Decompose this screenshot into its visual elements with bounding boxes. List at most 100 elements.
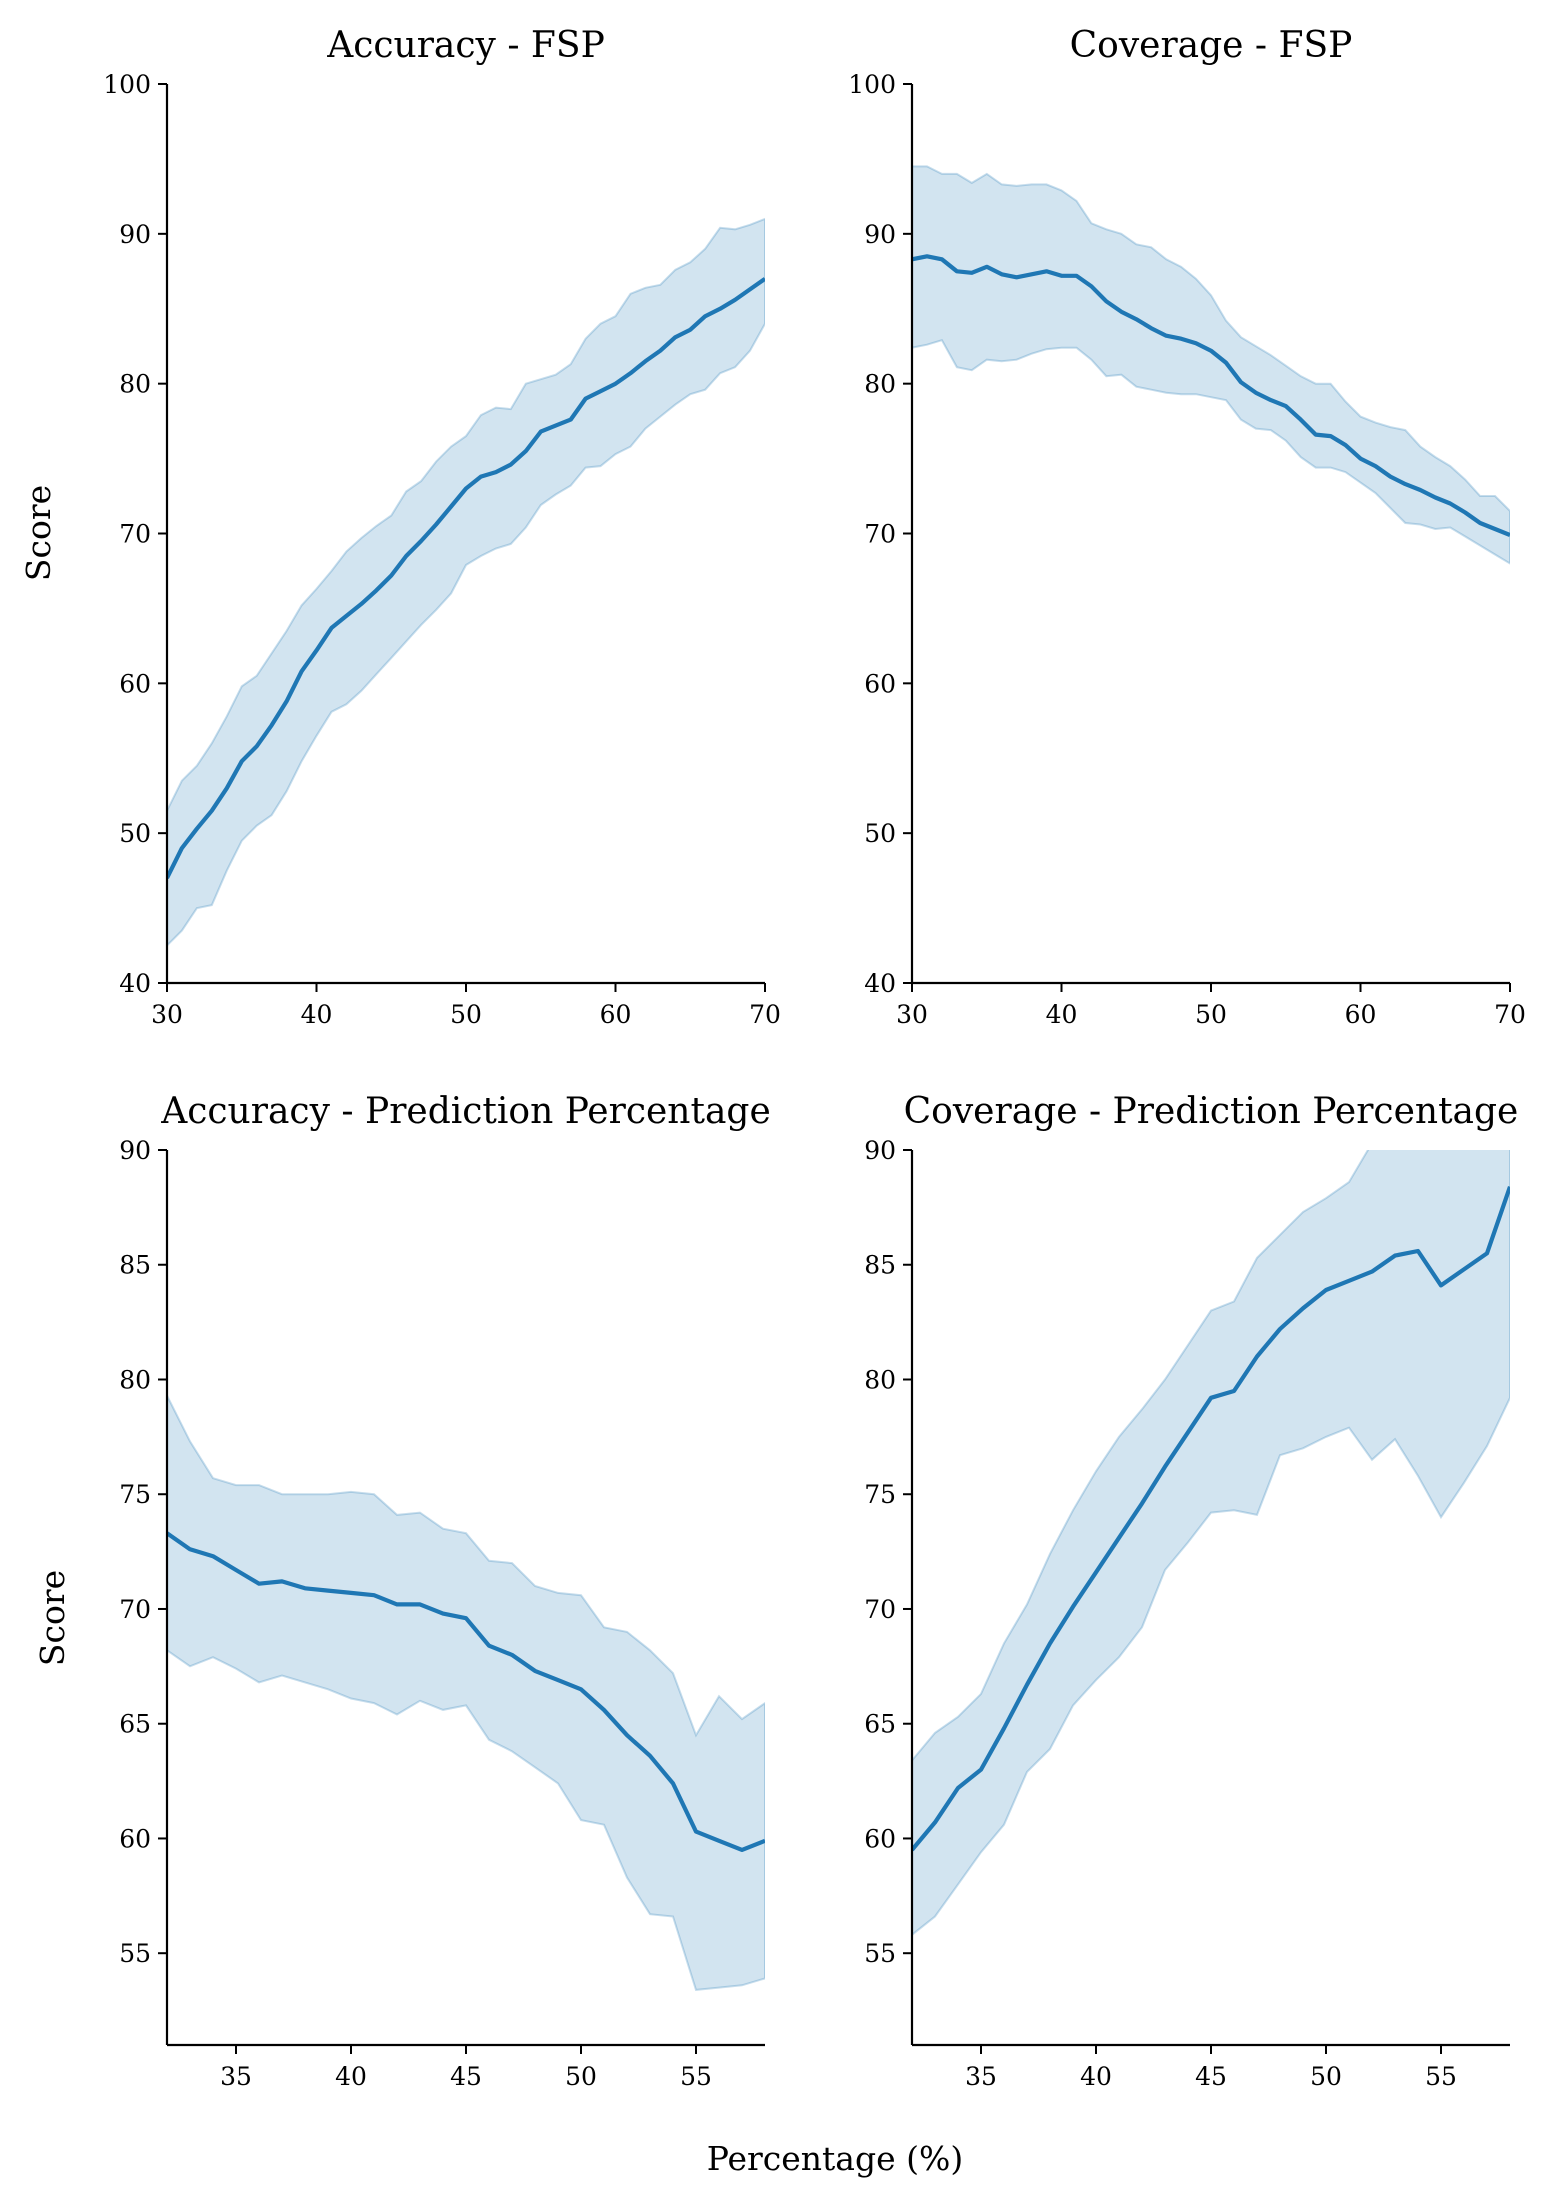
data-point — [763, 277, 767, 281]
y-tick-label: 50 — [119, 819, 151, 848]
y-tick-label: 80 — [119, 1365, 151, 1394]
y-axis-label: Score — [33, 1570, 72, 1666]
panel-accuracy-prediction-percentage: 35 40 45 50 55 55 60 65 70 75 80 85 90 Accuracy - Pre… — [33, 1091, 771, 2091]
y-tick-label: 65 — [864, 1710, 896, 1739]
y-tick-label: 70 — [119, 520, 151, 549]
y-tick-label: 90 — [119, 220, 151, 249]
data-point — [211, 1554, 215, 1558]
x-tick-label: 30 — [896, 1000, 928, 1029]
y-tick-label: 90 — [119, 1136, 151, 1165]
data-point — [188, 1547, 192, 1551]
data-point — [225, 786, 229, 790]
y-tick-label: 100 — [848, 70, 896, 99]
data-point — [658, 349, 662, 353]
data-point — [1179, 337, 1183, 341]
data-point — [1418, 488, 1422, 492]
data-point — [955, 269, 959, 273]
data-point — [1299, 418, 1303, 422]
data-point — [1104, 299, 1108, 303]
data-point — [1403, 482, 1407, 486]
data-point — [1209, 1396, 1213, 1400]
chart-title: Accuracy - Prediction Percentage — [160, 1091, 771, 1132]
x-tick-label: 40 — [1046, 1000, 1078, 1029]
data-point — [210, 809, 214, 813]
y-tick-label: 60 — [864, 669, 896, 698]
data-point — [1163, 1465, 1167, 1469]
data-point — [1508, 533, 1512, 537]
data-point — [1119, 310, 1123, 314]
chart-title: Accuracy - FSP — [326, 25, 605, 66]
data-point — [694, 1830, 698, 1834]
data-point — [556, 1678, 560, 1682]
y-tick-label: 70 — [119, 1595, 151, 1624]
x-tick-label: 60 — [600, 1000, 632, 1029]
data-point — [464, 1616, 468, 1620]
confidence-band — [912, 165, 1510, 565]
data-point — [509, 463, 513, 467]
data-point — [395, 1602, 399, 1606]
y-tick-label: 50 — [864, 819, 896, 848]
data-point — [494, 470, 498, 474]
x-tick-label: 70 — [1494, 1000, 1526, 1029]
data-point — [418, 1602, 422, 1606]
data-point — [1269, 398, 1273, 402]
data-point — [1284, 404, 1288, 408]
data-point — [1209, 349, 1213, 353]
data-point — [671, 1781, 675, 1785]
mean-line — [912, 254, 1510, 537]
y-tick-label: 80 — [119, 370, 151, 399]
x-tick-label: 45 — [1195, 2062, 1227, 2091]
data-point — [1030, 272, 1034, 276]
y-tick-label: 100 — [103, 70, 151, 99]
data-point — [1347, 1279, 1351, 1283]
y-tick-label: 85 — [864, 1251, 896, 1280]
chart-title: Coverage - Prediction Percentage — [904, 1091, 1519, 1132]
data-point — [740, 1848, 744, 1852]
data-point — [1117, 1536, 1121, 1540]
data-point — [441, 1612, 445, 1616]
y-tick-label: 65 — [119, 1710, 151, 1739]
y-tick-label: 75 — [119, 1480, 151, 1509]
data-point — [1324, 1288, 1328, 1292]
data-point — [1278, 1327, 1282, 1331]
data-point — [510, 1653, 514, 1657]
data-point — [533, 1669, 537, 1673]
y-tick-label: 80 — [864, 1365, 896, 1394]
data-point — [1448, 502, 1452, 506]
x-tick-label: 50 — [565, 2062, 597, 2091]
data-point — [1463, 511, 1467, 515]
data-point — [1089, 284, 1093, 288]
y-tick-label: 90 — [864, 220, 896, 249]
data-point — [330, 626, 334, 630]
data-point — [487, 1644, 491, 1648]
confidence-band — [167, 217, 765, 947]
figure-x-axis-label: Percentage (%) — [707, 2139, 963, 2178]
data-point — [449, 505, 453, 509]
mean-line — [912, 1186, 1510, 1852]
data-point — [1002, 1726, 1006, 1730]
data-point — [372, 1593, 376, 1597]
data-point — [643, 359, 647, 363]
data-point — [1359, 457, 1363, 461]
x-tick-label: 50 — [1195, 1000, 1227, 1029]
y-tick-label: 60 — [864, 1824, 896, 1853]
data-point — [195, 827, 199, 831]
data-point — [1025, 1683, 1029, 1687]
x-tick-label: 40 — [301, 1000, 333, 1029]
x-tick-label: 50 — [1310, 2062, 1342, 2091]
data-point — [1164, 334, 1168, 338]
data-point — [419, 539, 423, 543]
data-point — [1255, 1355, 1259, 1359]
data-point — [703, 314, 707, 318]
data-point — [1329, 434, 1333, 438]
data-point — [569, 418, 573, 422]
data-point — [1416, 1249, 1420, 1253]
data-point — [255, 744, 259, 748]
data-point — [434, 523, 438, 527]
data-point — [374, 588, 378, 592]
y-tick-label: 70 — [864, 1595, 896, 1624]
y-tick-label: 40 — [119, 969, 151, 998]
data-point — [629, 371, 633, 375]
data-point — [1485, 1251, 1489, 1255]
